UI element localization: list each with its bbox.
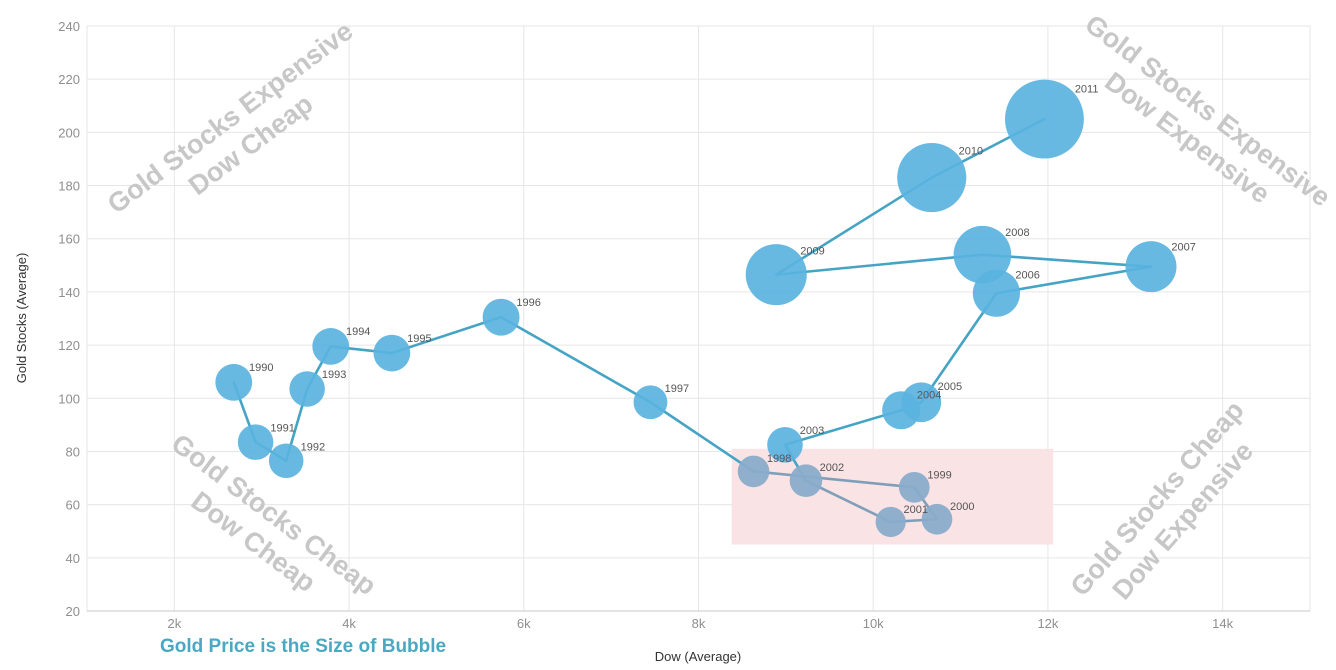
y-tick-label: 80 <box>66 444 80 459</box>
bubble-point <box>745 244 807 306</box>
quadrant-label-line: Gold Stocks Expensive <box>1080 9 1336 213</box>
y-tick-label: 60 <box>66 498 80 513</box>
point-label: 1996 <box>516 297 540 309</box>
bubble-layer <box>215 79 1177 538</box>
point-label: 1997 <box>665 383 689 395</box>
point-label: 1992 <box>301 441 325 453</box>
point-label: 2005 <box>938 381 962 393</box>
bubble-point <box>921 503 953 535</box>
x-tick-label: 12k <box>1037 616 1058 631</box>
x-tick-label: 14k <box>1212 616 1233 631</box>
bubble-point <box>482 298 520 336</box>
connector-segment <box>499 315 652 404</box>
connector-segment <box>390 315 503 355</box>
bubble-point <box>373 334 411 372</box>
point-label: 1999 <box>927 469 951 481</box>
connector-segment <box>783 408 903 447</box>
bubble-point <box>767 427 803 463</box>
y-tick-label: 40 <box>66 551 80 566</box>
bubble-point <box>897 143 967 213</box>
point-label: 2002 <box>820 462 844 474</box>
bubble-point <box>1125 241 1177 293</box>
bubble-point <box>875 506 906 538</box>
quadrant-label-line: Gold Stocks Expensive <box>102 16 359 220</box>
x-axis-title: Dow (Average) <box>655 649 741 664</box>
bubble-point <box>953 225 1012 284</box>
bubble-point <box>789 464 823 497</box>
y-tick-label: 120 <box>58 338 80 353</box>
point-label: 2003 <box>800 425 824 437</box>
y-tick-label: 20 <box>66 604 80 619</box>
bubble-point <box>215 363 253 401</box>
y-tick-label: 100 <box>58 391 80 406</box>
bubble-point <box>1005 79 1084 159</box>
point-label: 2011 <box>1075 84 1099 96</box>
point-label: 1995 <box>407 333 431 345</box>
bubble-point <box>237 424 274 460</box>
bubble-point <box>633 385 668 420</box>
connector-segment <box>752 470 916 489</box>
y-tick-label: 180 <box>58 179 80 194</box>
point-label: 2008 <box>1005 227 1029 239</box>
point-label: 1990 <box>249 362 273 374</box>
point-label: 2010 <box>959 146 983 158</box>
bubble-point <box>901 382 942 423</box>
connector-segment <box>649 400 755 473</box>
x-tick-label: 4k <box>342 616 356 631</box>
bubble-point <box>289 371 325 407</box>
connector-segment <box>774 253 984 276</box>
x-tick-label: 6k <box>517 616 531 631</box>
bubble-point <box>268 443 304 479</box>
bubble-point <box>898 472 930 503</box>
y-tick-label: 200 <box>58 125 80 140</box>
y-tick-label: 140 <box>58 285 80 300</box>
point-label: 1994 <box>346 326 370 338</box>
y-tick-label: 240 <box>58 19 80 34</box>
y-tick-label: 220 <box>58 72 80 87</box>
point-label: 1998 <box>767 453 791 465</box>
grid-layer <box>86 25 1311 611</box>
bubble-point <box>312 328 350 365</box>
point-label: 1991 <box>270 422 294 434</box>
point-label: 2009 <box>800 246 824 258</box>
bubble-size-annotation: Gold Price is the Size of Bubble <box>160 636 446 657</box>
point-label: 2004 <box>917 390 941 402</box>
point-label: 1993 <box>322 369 346 381</box>
point-labels-layer: 1990 1991 1992 1993 1994 1995 1996 1997 1998 1999… <box>249 84 1196 516</box>
point-label: 2001 <box>904 504 928 516</box>
x-tick-label: 10k <box>863 616 884 631</box>
bubble-point <box>737 455 770 488</box>
x-tick-label: 2k <box>167 616 181 631</box>
y-tick-label: 160 <box>58 232 80 247</box>
x-tick-label: 8k <box>692 616 706 631</box>
point-label: 2006 <box>1015 269 1039 281</box>
point-label: 2007 <box>1171 241 1195 253</box>
point-label: 2000 <box>950 501 974 513</box>
y-axis-title: Gold Stocks (Average) <box>14 253 29 384</box>
axes-layer: 20 40 60 80 100 120 140 160 180 200 220 240 2k 4k 6k 8k… <box>58 19 1310 631</box>
connector-segment <box>995 265 1153 295</box>
